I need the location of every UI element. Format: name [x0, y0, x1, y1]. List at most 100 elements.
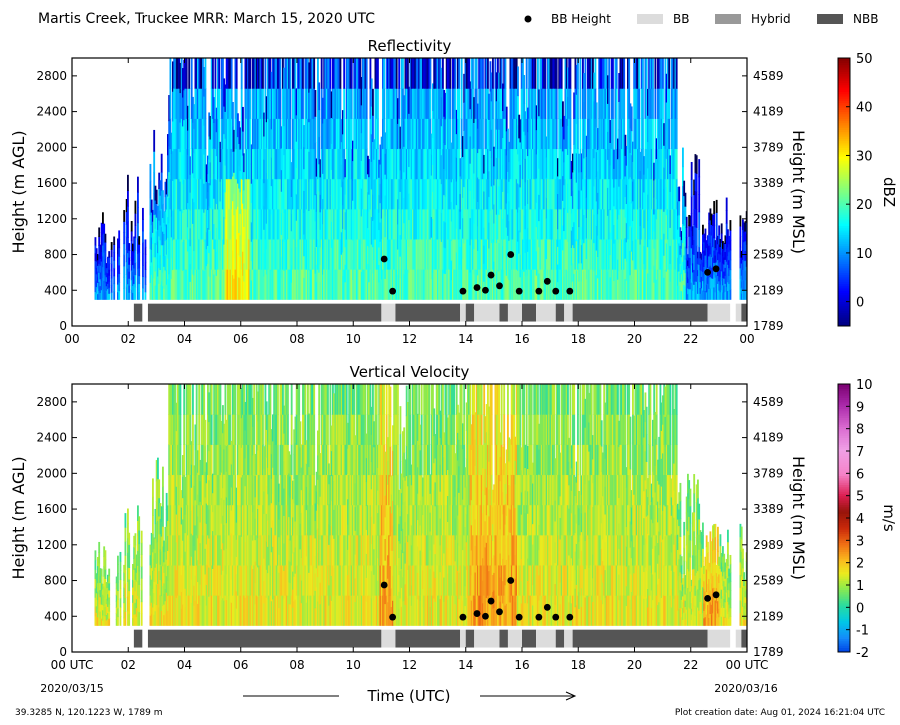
precip-type-segment-bb	[536, 303, 556, 322]
precip-type-segment-bb	[474, 303, 500, 322]
x-tick-label: 06	[233, 332, 248, 346]
precip-type-segment-nbb	[499, 629, 508, 648]
bb-height-point	[515, 287, 523, 295]
precip-type-segment-bb	[474, 629, 500, 648]
colorbar-tick-label: 20	[856, 198, 873, 213]
legend-label: BB	[673, 12, 689, 26]
bb-height-point	[552, 613, 560, 621]
y-tick-label: 1600	[36, 502, 67, 516]
y-right-tick-label: 2989	[753, 212, 784, 226]
x-tick-label: 22	[683, 658, 698, 672]
time-arrow-head	[565, 691, 577, 701]
x-tick-label: 08	[289, 658, 304, 672]
y-right-axis-label: Height (m MSL)	[789, 130, 808, 254]
precip-type-segment-nbb	[741, 629, 747, 648]
legend-swatch-bb	[637, 14, 663, 24]
x-tick-label: 10	[346, 658, 361, 672]
y-tick-label: 2000	[36, 140, 67, 154]
legend-label: BB Height	[551, 12, 611, 26]
colorbar-tick-label: 4	[856, 512, 864, 527]
colorbar: -2 -1 0 1 2 3 4 5 6 7 8 9 10 m/s	[837, 378, 898, 661]
precip-type-segment-bb	[735, 629, 742, 648]
y-tick-label: 2400	[36, 431, 67, 445]
bb-height-point	[482, 286, 489, 294]
colorbar-tick-label: 6	[856, 467, 864, 482]
bb-height-point	[482, 612, 489, 620]
colorbar-label: m/s	[880, 504, 898, 532]
data-field	[94, 384, 747, 626]
precip-type-segment-bb	[707, 303, 731, 322]
y-right-tick-label: 4189	[753, 105, 784, 119]
y-right-tick-label: 1789	[753, 645, 784, 659]
legend-label: NBB	[853, 12, 878, 26]
panel-title: Vertical Velocity	[350, 363, 470, 381]
colorbar-tick-label: 5	[856, 490, 864, 505]
bb-height-point	[712, 265, 720, 273]
colorbar-tick-label: 8	[856, 423, 864, 438]
y-tick-label: 800	[44, 248, 67, 262]
bb-height-point	[543, 277, 551, 285]
legend: BB Height BB Hybrid NBB	[524, 12, 878, 26]
precip-type-segment-nbb	[741, 303, 747, 322]
x-tick-label: 10	[346, 332, 361, 346]
colorbar-tick-label: 10	[856, 247, 873, 262]
colorbar-label: dBZ	[880, 177, 898, 207]
y-right-axis-label: Height (m MSL)	[789, 456, 808, 580]
bb-height-point	[704, 595, 712, 602]
y-right-tick-label: 3789	[753, 140, 784, 154]
x-tick-label: 00	[64, 332, 79, 346]
y-tick-label: 400	[44, 609, 67, 623]
x-tick-label: 16	[514, 658, 529, 672]
bb-height-point	[459, 613, 467, 621]
precip-type-segment-nbb	[555, 629, 565, 648]
y-tick-label: 0	[59, 645, 67, 659]
x-tick-label: 14	[458, 332, 473, 346]
colorbar-tick-label: 10	[856, 378, 873, 393]
colorbar-tick-label: -2	[856, 646, 869, 661]
bb-height-point	[380, 255, 388, 263]
y-tick-label: 1200	[36, 538, 67, 552]
bb-height-point	[487, 271, 495, 279]
precip-type-segment-nbb	[572, 303, 708, 322]
bb-height-point	[473, 284, 481, 291]
end-date-text: 2020/03/16	[714, 682, 777, 695]
y-axis-label: Height (m AGL)	[9, 456, 28, 579]
y-tick-label: 2800	[36, 395, 67, 409]
panel-title: Reflectivity	[368, 37, 452, 55]
x-tick-label: 04	[177, 332, 192, 346]
bb-height-point	[389, 287, 397, 295]
precip-type-segment-nbb	[395, 629, 461, 648]
precip-type-segment-bb	[564, 303, 573, 322]
bb-height-point	[566, 613, 574, 621]
bb-height-point	[507, 577, 515, 584]
bb-height-point	[566, 287, 574, 295]
x-tick-label: 02	[121, 658, 136, 672]
precip-type-segment-bb	[564, 629, 573, 648]
precip-type-segment-nbb	[133, 629, 143, 648]
figure-title: Martis Creek, Truckee MRR: March 15, 202…	[38, 11, 375, 27]
y-tick-label: 0	[59, 319, 67, 333]
precip-type-segment-bb	[381, 303, 396, 322]
precip-type-segment-bb	[460, 629, 466, 648]
x-tick-label: 20	[627, 332, 642, 346]
y-tick-label: 1200	[36, 212, 67, 226]
x-tick-label: 22	[683, 332, 698, 346]
y-right-tick-label: 2589	[753, 574, 784, 588]
y-right-tick-label: 2989	[753, 538, 784, 552]
precip-type-segment-bb	[507, 629, 522, 648]
bb-height-point	[543, 603, 551, 611]
bb-height-point	[380, 581, 388, 589]
y-right-tick-label: 2589	[753, 248, 784, 262]
x-tick-label: 00 UTC	[726, 658, 769, 672]
y-axis-label: Height (m AGL)	[9, 130, 28, 253]
y-right-tick-label: 4189	[753, 431, 784, 445]
y-right-tick-label: 4589	[753, 395, 784, 409]
bb-height-point	[535, 287, 543, 295]
colorbar: 0 10 20 30 40 50 dBZ	[837, 52, 898, 327]
bb-height-point	[515, 613, 523, 621]
x-tick-label: 12	[402, 658, 417, 672]
colorbar-tick-label: 7	[856, 445, 864, 460]
x-tick-label: 14	[458, 658, 473, 672]
